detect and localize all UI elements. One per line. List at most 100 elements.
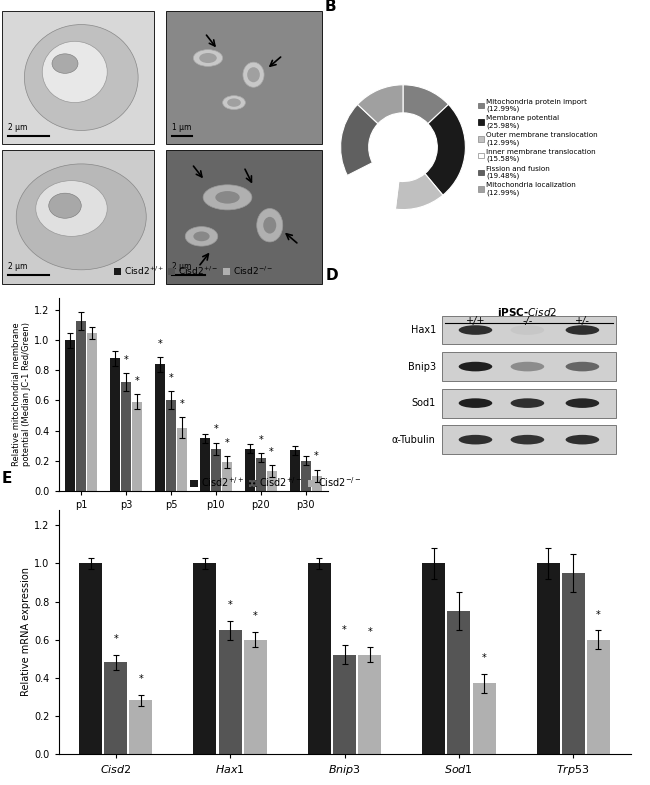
Bar: [104, 663, 127, 754]
Bar: [290, 450, 300, 491]
Text: *: *: [138, 674, 143, 685]
Bar: [442, 389, 616, 418]
Bar: [132, 402, 142, 491]
Text: *: *: [482, 653, 486, 663]
Ellipse shape: [185, 227, 218, 246]
Ellipse shape: [459, 398, 492, 408]
Ellipse shape: [194, 232, 209, 241]
Ellipse shape: [263, 217, 276, 234]
Ellipse shape: [194, 49, 222, 67]
Bar: [1, 11, 155, 144]
Text: *: *: [168, 373, 174, 383]
Bar: [422, 564, 445, 754]
Bar: [76, 321, 86, 491]
Text: E: E: [1, 471, 12, 486]
Text: *: *: [367, 626, 372, 637]
Ellipse shape: [52, 54, 78, 73]
Bar: [218, 630, 242, 754]
Bar: [87, 333, 97, 491]
Ellipse shape: [25, 24, 138, 130]
Legend: Cisd2$^{+/+}$, Cisd2$^{+/-}$, Cisd2$^{-/-}$: Cisd2$^{+/+}$, Cisd2$^{+/-}$, Cisd2$^{-/…: [186, 471, 366, 493]
Legend: Cisd2$^{+/+}$, Cisd2$^{+/-}$, Cisd2$^{-/-}$: Cisd2$^{+/+}$, Cisd2$^{+/-}$, Cisd2$^{-/…: [110, 261, 277, 280]
Bar: [155, 364, 165, 491]
Bar: [166, 150, 322, 283]
Bar: [200, 438, 210, 491]
Text: *: *: [179, 399, 184, 409]
Bar: [333, 655, 356, 754]
Ellipse shape: [247, 68, 260, 82]
Ellipse shape: [42, 42, 107, 103]
Legend: Mitochondria protein import
(12.99%), Membrane potential
(25.98%), Outer membran: Mitochondria protein import (12.99%), Me…: [478, 99, 598, 195]
Text: *: *: [158, 338, 162, 349]
Ellipse shape: [199, 53, 217, 63]
Ellipse shape: [36, 181, 107, 236]
Bar: [442, 352, 616, 381]
Ellipse shape: [16, 164, 146, 270]
Bar: [222, 462, 231, 491]
Text: MEF: MEF: [116, 526, 136, 536]
Text: *: *: [269, 447, 274, 457]
Text: *: *: [113, 634, 118, 644]
Text: B: B: [325, 0, 337, 14]
Text: *: *: [227, 600, 233, 610]
Text: *: *: [596, 610, 601, 619]
Bar: [447, 611, 471, 754]
Text: α-Tubulin: α-Tubulin: [392, 435, 436, 444]
Text: Hax1: Hax1: [411, 325, 436, 335]
Bar: [166, 400, 176, 491]
Text: *: *: [259, 435, 263, 445]
Bar: [129, 700, 152, 754]
Text: Bnip3: Bnip3: [408, 362, 436, 371]
Text: D: D: [326, 268, 339, 283]
Text: +/-: +/-: [575, 316, 590, 326]
Ellipse shape: [49, 193, 81, 218]
Ellipse shape: [511, 325, 544, 335]
Ellipse shape: [215, 191, 240, 203]
Bar: [587, 640, 610, 754]
Ellipse shape: [459, 435, 492, 444]
Ellipse shape: [566, 325, 599, 335]
Ellipse shape: [459, 325, 492, 335]
Text: 2 µm: 2 µm: [8, 262, 27, 271]
Bar: [537, 564, 560, 754]
Ellipse shape: [566, 362, 599, 371]
Bar: [358, 655, 381, 754]
Text: *: *: [314, 451, 319, 462]
Y-axis label: Relative mitochondrial membrane
potential (Median JC-1 Red/Green): Relative mitochondrial membrane potentia…: [12, 323, 31, 466]
Text: Sod1: Sod1: [411, 398, 436, 408]
Text: *: *: [135, 376, 139, 386]
Bar: [245, 448, 255, 491]
Bar: [562, 573, 585, 754]
Bar: [111, 359, 120, 491]
Bar: [244, 640, 266, 754]
Bar: [473, 683, 495, 754]
Bar: [65, 341, 75, 491]
Ellipse shape: [222, 96, 246, 110]
Text: iPSC-$\it{Cisd2}$: iPSC-$\it{Cisd2}$: [497, 306, 558, 318]
Ellipse shape: [566, 398, 599, 408]
Text: *: *: [224, 438, 229, 447]
Text: *: *: [213, 424, 218, 434]
Ellipse shape: [511, 435, 544, 444]
Ellipse shape: [511, 362, 544, 371]
Ellipse shape: [227, 98, 240, 107]
Bar: [194, 564, 216, 754]
Ellipse shape: [243, 62, 264, 87]
Ellipse shape: [203, 184, 252, 210]
Ellipse shape: [459, 362, 492, 371]
Bar: [256, 458, 266, 491]
Bar: [177, 428, 187, 491]
Bar: [79, 564, 102, 754]
Bar: [211, 448, 221, 491]
Bar: [442, 316, 616, 345]
Text: *: *: [253, 612, 257, 622]
Bar: [166, 11, 322, 144]
Bar: [1, 150, 155, 283]
Text: iPSC: iPSC: [250, 526, 272, 536]
Ellipse shape: [566, 435, 599, 444]
Text: *: *: [342, 625, 347, 635]
Text: -/-: -/-: [523, 316, 532, 326]
Text: 2 µm: 2 µm: [8, 123, 27, 132]
Text: 2 µm: 2 µm: [172, 262, 192, 271]
Text: 1 µm: 1 µm: [172, 123, 192, 132]
